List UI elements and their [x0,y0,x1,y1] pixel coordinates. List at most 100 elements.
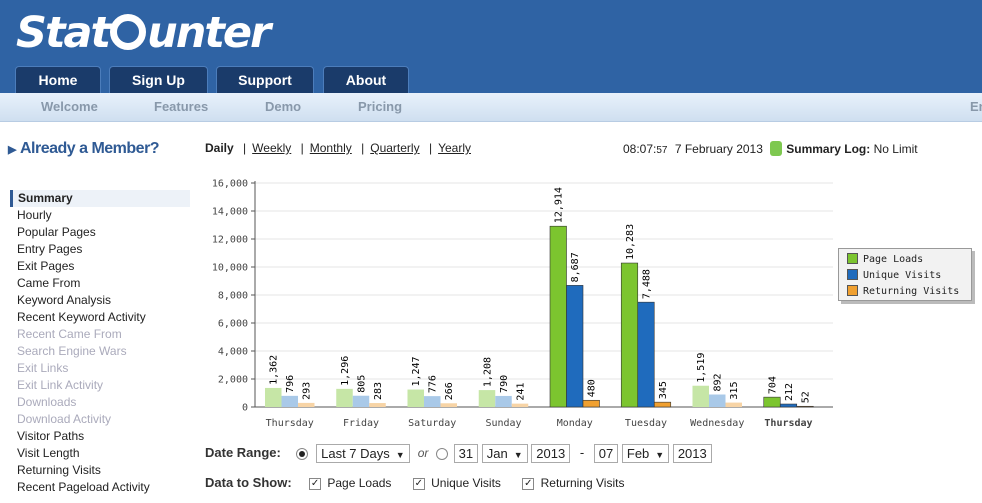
bar [336,388,353,407]
bar [407,389,424,407]
log-status-icon [770,141,783,156]
to-day-input[interactable]: 07 [593,444,619,463]
to-year-input[interactable]: 2013 [672,444,712,463]
data-label: 1,362 [269,355,280,385]
custom-range-radio[interactable] [436,447,449,460]
y-tick-label: 2,000 [218,375,248,386]
data-label: 892 [713,373,724,391]
bar [779,403,798,408]
period-weekly[interactable]: Weekly [252,141,292,155]
from-month-select[interactable]: Jan ▼ [481,444,528,463]
data-label: 345 [658,381,669,399]
logo-ring-icon [110,14,147,50]
bar [440,403,457,407]
or-label: or [417,445,429,460]
x-tick-label: Monday [557,418,593,429]
tab-home[interactable]: Home [15,66,101,93]
sidebar-item-recent-keyword-activity[interactable]: Recent Keyword Activity [17,310,146,324]
y-tick-label: 10,000 [212,263,248,274]
to-month-select[interactable]: Feb ▼ [621,444,670,463]
sidebar-item-came-from[interactable]: Came From [17,276,81,290]
returning-visits-checkbox[interactable]: ✓ [522,477,535,490]
chevron-down-icon: ▼ [513,450,523,460]
page-loads-checkbox[interactable]: ✓ [309,477,322,490]
legend-item: Unique Visits [847,269,963,285]
unique-visits-checkbox[interactable]: ✓ [412,477,425,490]
bar [763,396,781,408]
sidebar-item-entry-pages[interactable]: Entry Pages [17,242,83,256]
sidebar-item-exit-pages[interactable]: Exit Pages [17,259,75,273]
preset-radio[interactable] [296,447,309,460]
data-label: 266 [444,382,455,400]
period-daily[interactable]: Daily [205,141,234,155]
subnav-features[interactable]: Features [154,99,209,114]
sidebar-item-recent-came-from[interactable]: Recent Came From [17,327,122,341]
data-label: 1,519 [696,353,707,383]
subnav-pricing[interactable]: Pricing [358,99,403,114]
data-label: 805 [357,375,368,393]
data-label: 796 [285,375,296,393]
bar [692,385,709,407]
bar [511,403,529,407]
from-year-input[interactable]: 2013 [531,444,571,463]
from-day-input[interactable]: 31 [453,444,479,463]
x-tick-label: Friday [343,418,379,429]
bar [369,403,386,407]
legend-label: Unique Visits [863,270,942,281]
date-range-row: Date Range: Last 7 Days ▼ or 31 Jan ▼ 2013… [205,444,712,463]
tab-sign-up[interactable]: Sign Up [109,66,208,93]
data-label: 1,208 [483,357,494,387]
y-tick-label: 4,000 [218,347,248,358]
y-tick-label: 8,000 [218,291,248,302]
x-tick-label: Thursday [764,418,812,429]
y-tick-label: 16,000 [212,179,248,190]
statcounter-logo[interactable]: Stat unter [16,8,271,58]
period-monthly[interactable]: Monthly [309,141,352,155]
sidebar-item-summary[interactable]: Summary [10,190,190,207]
legend-swatch [847,285,858,296]
sidebar-item-returning-visits[interactable]: Returning Visits [17,463,101,477]
sidebar-item-visitor-paths[interactable]: Visitor Paths [17,429,85,443]
sidebar-item-exit-link-activity[interactable]: Exit Link Activity [17,378,104,392]
period-yearly[interactable]: Yearly [438,141,471,155]
already-member-heading[interactable]: ▶ Already a Member? [8,140,160,157]
triangle-right-icon: ▶ [8,144,16,156]
subnav-demo[interactable]: Demo [265,99,302,114]
tab-support[interactable]: Support [216,66,314,93]
sidebar-item-hourly[interactable]: Hourly [17,208,52,222]
sidebar-item-visit-length[interactable]: Visit Length [17,446,80,460]
sidebar-item-exit-links[interactable]: Exit Links [17,361,69,375]
data-label: 52 [801,391,812,403]
sidebar-item-keyword-analysis[interactable]: Keyword Analysis [17,293,112,307]
subnav-welcome[interactable]: Welcome [41,99,98,114]
subnav-cut-off-item[interactable]: En [970,99,982,114]
data-label: 8,687 [570,252,581,282]
x-tick-label: Saturday [408,418,456,429]
page-loads-option-label: Page Loads [327,476,392,490]
x-tick-label: Tuesday [625,418,667,429]
data-label: 776 [428,375,439,393]
bar [478,390,496,407]
sidebar-item-popular-pages[interactable]: Popular Pages [17,225,96,239]
period-quarterly[interactable]: Quarterly [370,141,420,155]
data-label: 7,488 [642,269,653,299]
data-label: 1,296 [340,356,351,386]
y-tick-label: 0 [242,403,248,414]
tab-about[interactable]: About [323,66,409,93]
sidebar-item-download-activity[interactable]: Download Activity [17,412,112,426]
sidebar-item-search-engine-wars[interactable]: Search Engine Wars [17,344,127,358]
data-label: 480 [587,379,598,397]
period-selector: Daily | Weekly | Monthly | Quarterly | Yearl… [205,141,471,155]
range-dash: - [579,444,585,460]
preset-select[interactable]: Last 7 Days ▼ [316,444,411,463]
legend-item: Returning Visits [847,285,963,301]
sidebar-item-recent-pageload-activity[interactable]: Recent Pageload Activity [17,480,150,494]
visits-bar-chart: 0 2,000 4,000 6,000 8,000 10,000 12,000 14,000 1… [212,179,833,429]
data-label: 315 [729,382,740,400]
bar [424,396,441,407]
current-seconds: 57 [656,145,668,156]
bar [637,301,655,408]
sidebar-item-downloads[interactable]: Downloads [17,395,77,409]
legend-label: Page Loads [863,254,924,265]
data-label: 704 [768,376,779,394]
